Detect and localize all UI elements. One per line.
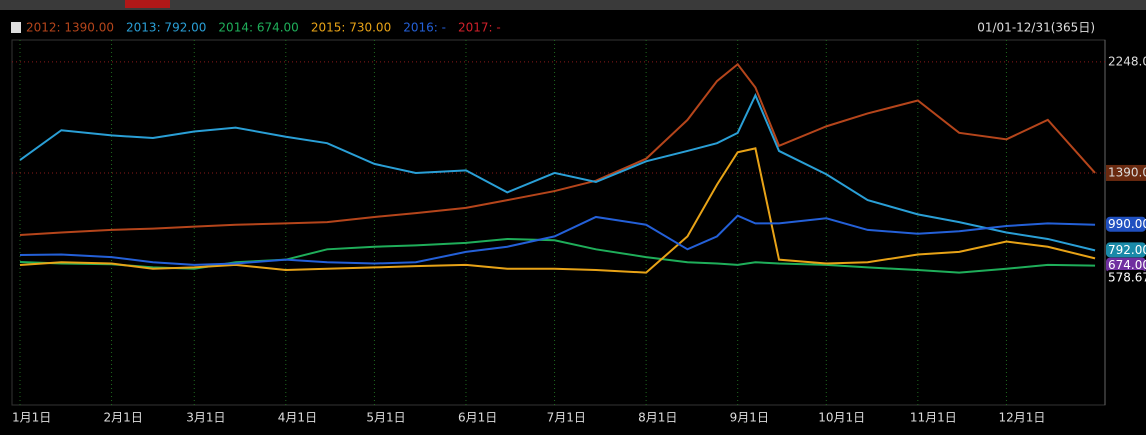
series-line xyxy=(19,147,1096,274)
x-tick-label: 11月1日 xyxy=(910,411,957,425)
y-tick-badge xyxy=(1106,164,1146,181)
axis-badge xyxy=(1106,269,1146,285)
range-label: 01/01-12/31(365日) xyxy=(977,21,1095,35)
axis-badge xyxy=(1106,216,1146,232)
x-tick-label: 4月1日 xyxy=(278,411,317,425)
y-tick-label: 2248.0 xyxy=(1108,54,1146,68)
axis-badge-label: 674.00 xyxy=(1108,258,1146,272)
y-tick-label: 1390.0 xyxy=(1108,165,1146,179)
series-line xyxy=(19,62,1096,236)
x-tick-label: 2月1日 xyxy=(104,411,143,425)
axis-badge-label: 578.67 xyxy=(1108,270,1146,284)
x-tick-label: 9月1日 xyxy=(730,411,769,425)
x-tick-label: 7月1日 xyxy=(547,411,586,425)
legend-entry: 2012: 1390.00 xyxy=(26,21,114,35)
series-line xyxy=(19,214,1096,266)
x-tick-label: 6月1日 xyxy=(458,411,497,425)
x-tick-label: 10月1日 xyxy=(818,411,865,425)
legend-entry: 2013: 792.00 xyxy=(126,21,206,35)
legend-entry: 2015: 730.00 xyxy=(311,21,391,35)
axis-badge xyxy=(1106,242,1146,258)
tab xyxy=(125,0,170,8)
series-line xyxy=(19,92,1096,252)
axis-badge xyxy=(1106,257,1146,273)
export-icon[interactable] xyxy=(11,22,21,33)
legend-entry: 2016: - xyxy=(403,21,446,35)
axis-badge-label: 990.00 xyxy=(1108,217,1146,231)
legend-entry: 2014: 674.00 xyxy=(218,21,298,35)
x-tick-label: 3月1日 xyxy=(186,411,225,425)
x-tick-label: 5月1日 xyxy=(366,411,405,425)
x-tick-label: 1月1日 xyxy=(12,411,51,425)
x-tick-label: 12月1日 xyxy=(998,411,1045,425)
legend-entry: 2017: - xyxy=(458,21,501,35)
axis-badge-label: 792.00 xyxy=(1108,243,1146,257)
x-tick-label: 8月1日 xyxy=(638,411,677,425)
top-strip xyxy=(0,0,1146,10)
